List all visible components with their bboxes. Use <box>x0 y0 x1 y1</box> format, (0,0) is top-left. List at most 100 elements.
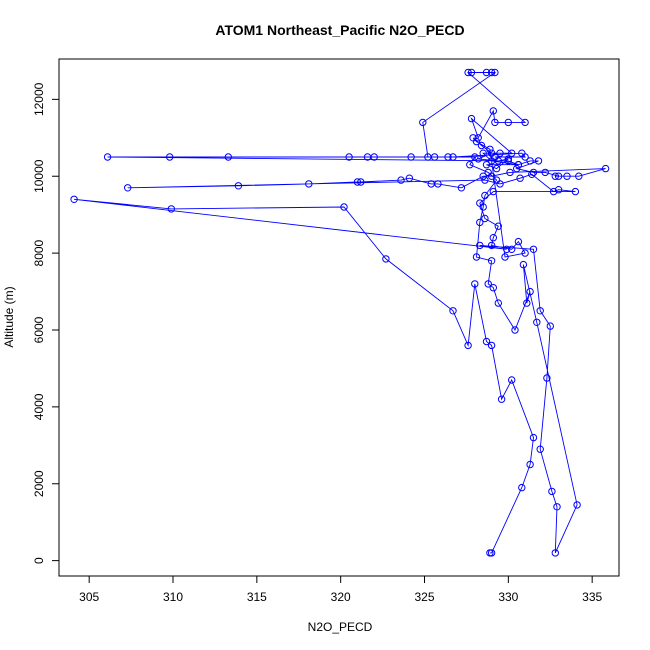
data-point-74 <box>353 178 362 186</box>
data-point-27 <box>533 318 541 326</box>
x-tick-label: 325 <box>414 590 434 604</box>
data-point-108 <box>496 149 504 157</box>
data-point-107 <box>479 149 487 157</box>
y-tick-label: 12000 <box>32 82 46 116</box>
data-point-21 <box>543 374 551 382</box>
x-tick-label: 335 <box>582 590 602 604</box>
x-tick-label: 310 <box>163 590 183 604</box>
data-point-58 <box>529 168 538 177</box>
data-point-88 <box>494 222 502 230</box>
data-point-114 <box>504 118 512 127</box>
plot-frame <box>58 58 620 577</box>
data-point-9 <box>471 280 479 288</box>
data-point-118 <box>482 68 491 77</box>
data-point-39 <box>481 191 489 200</box>
data-point-22 <box>536 445 544 453</box>
data-point-97 <box>469 134 477 142</box>
data-point-20 <box>546 322 554 330</box>
data-point-31 <box>511 326 519 334</box>
data-point-60 <box>554 172 563 180</box>
data-point-123 <box>449 153 457 161</box>
data-point-126 <box>491 153 499 161</box>
x-tick-label: 320 <box>331 590 351 604</box>
data-point-24 <box>553 503 561 511</box>
data-point-52 <box>103 153 112 161</box>
data-point-30 <box>526 287 534 296</box>
data-point-15 <box>70 195 78 204</box>
data-point-62 <box>563 172 571 180</box>
data-point-10 <box>464 341 472 350</box>
data-point-100 <box>474 155 482 163</box>
data-point-104 <box>482 161 491 169</box>
data-point-16 <box>503 245 511 254</box>
data-point-66 <box>487 172 496 180</box>
data-point-78 <box>481 176 489 184</box>
data-point-12 <box>382 255 390 263</box>
data-point-56 <box>534 157 543 165</box>
data-point-95 <box>486 145 494 154</box>
series-line <box>74 72 606 554</box>
data-point-19 <box>536 307 544 315</box>
data-layer <box>70 68 610 557</box>
data-point-116 <box>464 68 472 77</box>
data-point-85 <box>489 187 497 196</box>
data-point-28 <box>519 260 528 269</box>
data-point-50 <box>224 153 233 161</box>
data-point-59 <box>541 168 549 177</box>
data-point-37 <box>476 218 484 227</box>
y-tick-label: 10000 <box>32 159 46 193</box>
chart-title: ATOM1 Northeast_Pacific N2O_PECD <box>215 22 464 38</box>
y-tick-label: 4000 <box>32 393 46 420</box>
data-point-6 <box>497 395 506 403</box>
data-point-80 <box>516 174 524 182</box>
data-point-32 <box>494 299 502 307</box>
data-point-29 <box>523 299 531 307</box>
data-point-86 <box>476 199 484 207</box>
data-point-119 <box>487 68 496 77</box>
x-tick-label: 315 <box>247 590 267 604</box>
y-tick-label: 0 <box>32 557 46 564</box>
data-point-103 <box>492 164 501 173</box>
data-point-44 <box>444 153 452 161</box>
data-point-93 <box>521 249 529 257</box>
data-point-42 <box>466 161 474 169</box>
data-point-87 <box>481 214 489 223</box>
data-point-111 <box>474 134 482 142</box>
data-point-8 <box>482 337 491 346</box>
data-point-18 <box>529 245 538 254</box>
data-point-94 <box>501 253 509 261</box>
data-point-70 <box>427 180 435 188</box>
data-point-1 <box>487 549 496 557</box>
data-point-48 <box>363 153 372 161</box>
data-point-125 <box>521 153 529 161</box>
data-point-14 <box>167 205 176 213</box>
data-point-36 <box>472 253 481 261</box>
y-tick-label: 2000 <box>32 470 46 497</box>
data-point-72 <box>397 176 405 184</box>
data-point-34 <box>484 280 492 288</box>
data-point-113 <box>491 118 499 127</box>
y-axis-title: Altitude (m) <box>2 286 16 347</box>
data-point-79 <box>496 180 504 188</box>
data-point-33 <box>489 284 497 292</box>
y-tick-label: 6000 <box>32 316 46 343</box>
data-point-26 <box>573 501 581 509</box>
data-point-46 <box>407 153 415 161</box>
data-point-68 <box>457 184 466 192</box>
data-point-81 <box>528 170 536 179</box>
data-point-98 <box>477 141 486 150</box>
data-point-84 <box>571 187 580 196</box>
data-point-51 <box>166 153 174 161</box>
data-point-25 <box>551 549 559 557</box>
data-point-121 <box>419 118 427 127</box>
data-point-53 <box>504 157 512 165</box>
data-point-102 <box>504 155 512 163</box>
data-point-64 <box>601 164 610 173</box>
data-point-13 <box>340 203 348 211</box>
data-point-89 <box>489 234 497 242</box>
data-point-57 <box>513 164 521 173</box>
x-tick-label: 330 <box>498 590 518 604</box>
data-point-61 <box>551 172 559 180</box>
data-point-112 <box>489 107 497 115</box>
data-point-65 <box>506 168 514 177</box>
